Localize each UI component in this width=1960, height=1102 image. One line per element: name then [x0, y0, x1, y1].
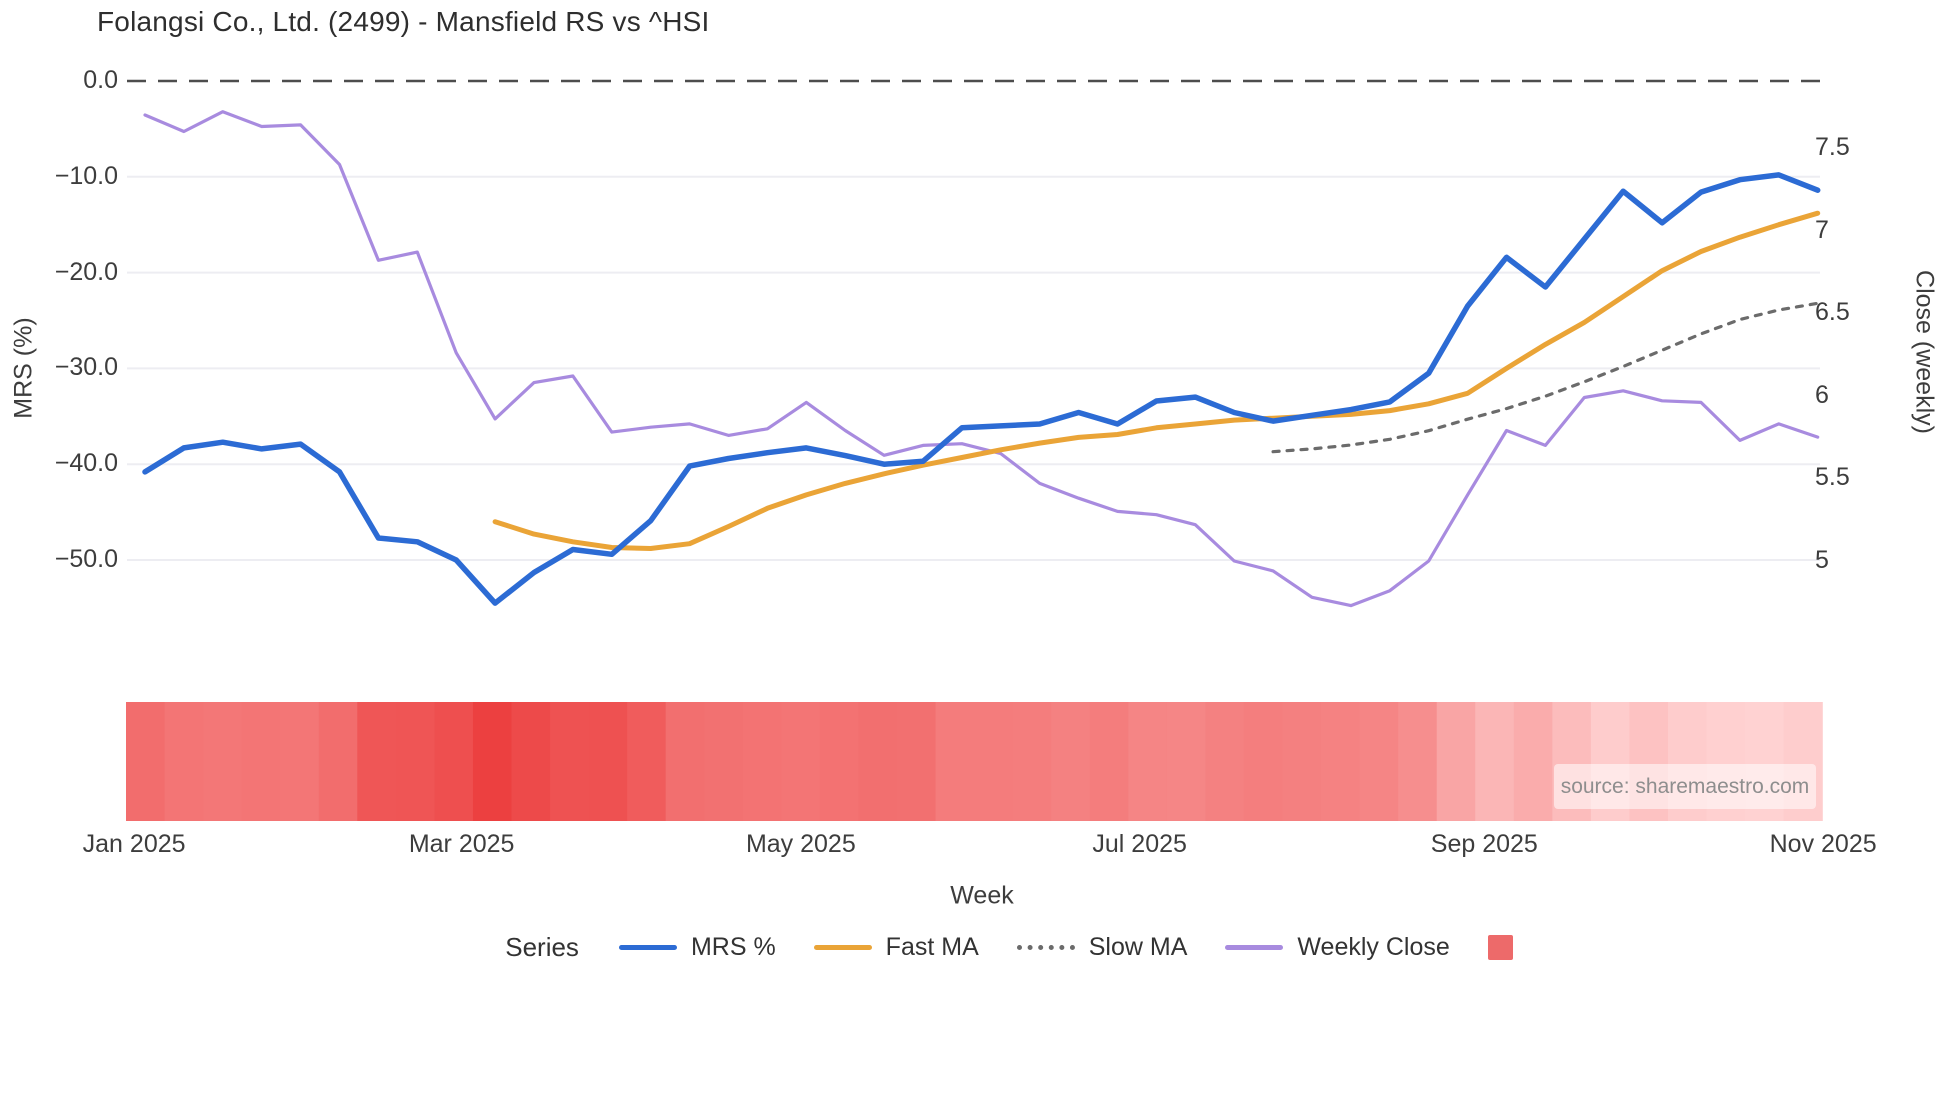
heat-cell [588, 702, 628, 821]
heat-cell [434, 702, 474, 821]
heat-cell [781, 702, 821, 821]
left-tick-label: −40.0 [54, 449, 118, 478]
heat-cell [1128, 702, 1168, 821]
legend-item-label: MRS % [690, 932, 776, 961]
right-tick-label: 7.5 [1815, 133, 1850, 161]
heat-cell [1475, 702, 1515, 821]
heat-cell [1321, 702, 1361, 821]
heat-cell [395, 702, 435, 821]
legend-item-fast-ma: Fast MA [813, 932, 979, 962]
heat-cell [1282, 702, 1322, 821]
right-tick-label: 5 [1815, 546, 1829, 574]
heat-cell [1166, 702, 1206, 821]
left-tick-label: −20.0 [54, 257, 118, 286]
legend-item-label: Weekly Close [1297, 932, 1450, 961]
heat-swatch-icon [1487, 934, 1513, 960]
heat-cell [897, 702, 937, 821]
left-tick-label: −30.0 [54, 353, 118, 382]
legend-item-weekly-close: Weekly Close [1225, 932, 1450, 962]
series-weekly-close-line [143, 110, 1820, 608]
heat-cell [1398, 702, 1438, 821]
series-slow-ma-line [1271, 301, 1820, 454]
heat-cell [742, 702, 782, 821]
heat-cell [819, 702, 860, 821]
heat-cell [1243, 702, 1284, 821]
heat-cell [511, 702, 551, 821]
heat-cell [858, 702, 898, 821]
left-axis-title: MRS (%) [9, 317, 38, 419]
legend-title: Series [505, 931, 579, 962]
left-tick-label: 0.0 [83, 66, 118, 94]
legend-swatch-icon [813, 944, 872, 950]
heat-cell [1359, 702, 1399, 821]
heat-cell [472, 702, 513, 821]
legend: Series MRS % Fast MA Slow MA Weekly Close [0, 926, 1960, 968]
heat-cell [1436, 702, 1476, 821]
x-tick-label: Nov 2025 [1769, 830, 1877, 858]
heat-cell [280, 702, 320, 821]
right-tick-label: 6.5 [1815, 298, 1850, 327]
chart-title: Folangsi Co., Ltd. (2499) - Mansfield RS… [97, 6, 710, 37]
legend-item-label: Fast MA [885, 932, 979, 961]
legend-swatch-icon [618, 944, 677, 950]
heat-cell [665, 702, 705, 821]
heat-cell [627, 702, 667, 821]
right-tick-label: 6 [1815, 380, 1829, 409]
left-tick-label: −10.0 [54, 161, 118, 190]
heat-cell [203, 702, 243, 821]
x-tick-label: Jul 2025 [1092, 830, 1187, 858]
heat-cell [704, 702, 744, 821]
x-tick-label: Mar 2025 [408, 830, 515, 858]
x-tick-label: Sep 2025 [1430, 830, 1538, 858]
series-mrs-line [142, 172, 1821, 606]
x-axis-title: Week [950, 881, 1014, 910]
heat-cell [126, 702, 166, 821]
x-tick-label: May 2025 [745, 830, 856, 858]
legend-item-mrs-: MRS % [618, 932, 776, 962]
heat-cell [357, 702, 397, 821]
left-tick-label: −50.0 [54, 545, 118, 573]
heat-cell [318, 702, 358, 821]
legend-item-label: Slow MA [1088, 932, 1188, 961]
legend-item-slow-ma: Slow MA [1016, 932, 1188, 962]
heat-cell [1513, 702, 1553, 821]
legend-item-heat [1487, 934, 1513, 960]
x-tick-label: Jan 2025 [82, 830, 186, 858]
source-attribution-box: source: sharemaestro.com [1554, 764, 1816, 809]
right-axis-title: Close (weekly) [1910, 270, 1939, 434]
heat-cell [1205, 702, 1245, 821]
heat-cell [935, 702, 975, 821]
heat-cell [1051, 702, 1091, 821]
heat-cell [1012, 702, 1052, 821]
series-fast-ma-line [492, 210, 1821, 551]
right-tick-label: 5.5 [1815, 463, 1850, 492]
legend-swatch-icon [1225, 944, 1284, 950]
heat-cell [974, 702, 1014, 821]
source-attribution-text: source: sharemaestro.com [1560, 774, 1810, 798]
heat-cell [1089, 702, 1129, 821]
heat-cell [241, 702, 281, 821]
legend-swatch-icon [1016, 944, 1075, 950]
heat-cell [164, 702, 204, 821]
right-tick-label: 7 [1815, 215, 1829, 244]
heat-cell [550, 702, 590, 821]
